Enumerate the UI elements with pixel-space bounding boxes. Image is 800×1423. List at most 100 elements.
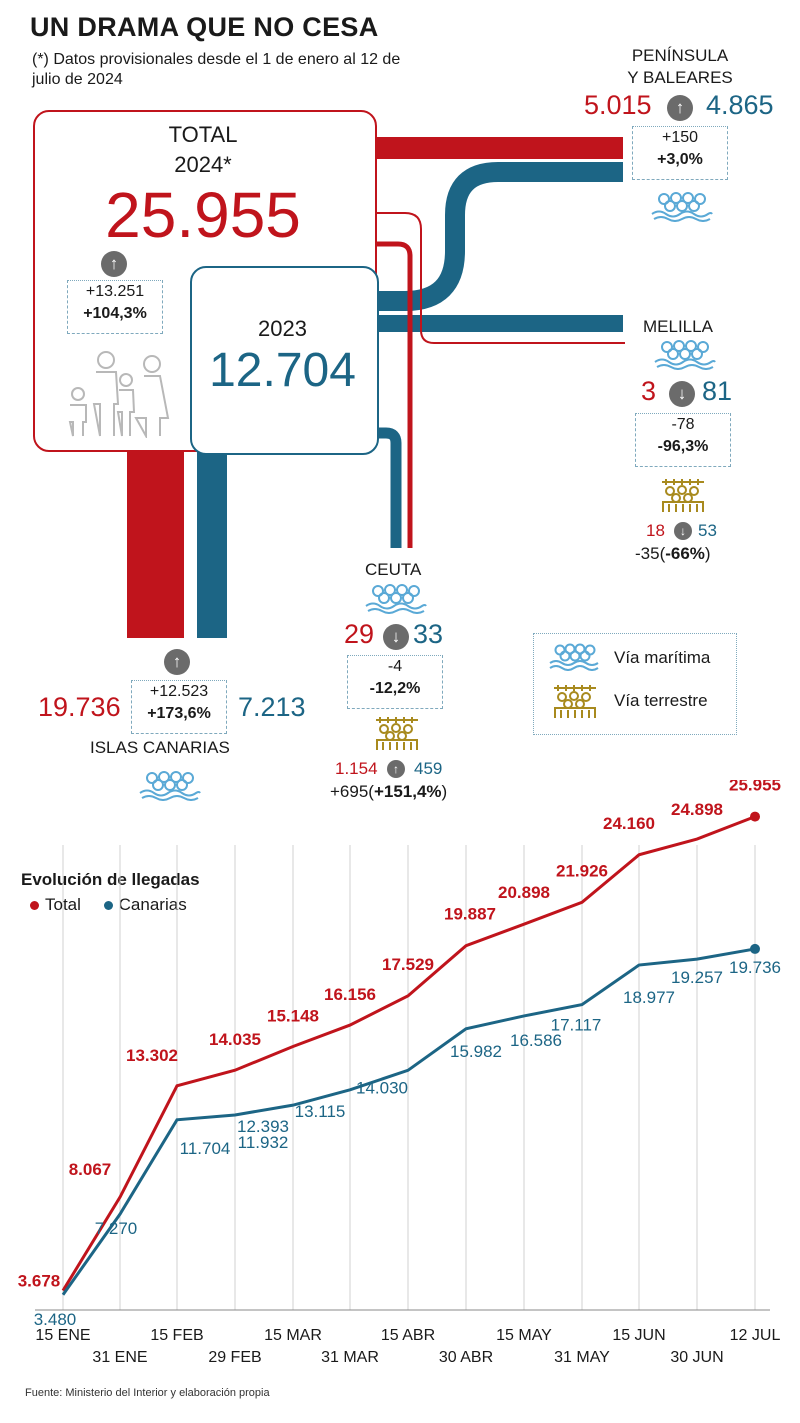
canarias-pct: +173,6% — [147, 705, 211, 722]
peninsula-2024-value: 5.015 — [584, 90, 652, 120]
x-tick-label: 30 JUN — [670, 1349, 723, 1366]
total-data-label: 8.067 — [69, 1160, 112, 1179]
ceuta-2023-band — [375, 427, 402, 548]
page-title: UN DRAMA QUE NO CESA — [30, 12, 379, 42]
peninsula-2023-band — [375, 162, 623, 311]
x-tick-label: 15 MAR — [264, 1327, 322, 1344]
peninsula-diff: +150 — [661, 129, 699, 146]
melilla-land-change: -35(-66%) — [635, 544, 711, 564]
arrow-down-icon: ↓ — [383, 624, 409, 650]
melilla-change-box: -78 -96,3% — [635, 413, 731, 467]
canarias-data-label: 17.117 — [551, 1016, 602, 1035]
x-tick-label: 31 ENE — [92, 1349, 147, 1366]
legend-canarias-marker — [103, 901, 113, 910]
canarias-end-point — [750, 943, 760, 954]
maritime-route-icon — [651, 192, 713, 222]
arrow-up-icon: ↑ — [164, 649, 190, 675]
maritime-route-icon — [139, 771, 201, 801]
total-2023-box — [190, 266, 379, 455]
x-tick-label: 30 ABR — [439, 1349, 493, 1366]
maritime-route-icon — [549, 643, 599, 671]
melilla-2024-value: 3 — [641, 376, 657, 406]
canarias-line — [61, 947, 756, 1296]
land-route-icon — [554, 685, 596, 718]
arrow-down-icon: ↓ — [669, 381, 695, 407]
canarias-data-label: 16.586 — [510, 1031, 562, 1050]
canarias-data-label: 11.704 — [180, 1139, 231, 1158]
total-data-label: 24.160 — [603, 814, 655, 833]
ceuta-land-pct: +151,4% — [373, 782, 442, 801]
melilla-name: MELILLA — [643, 317, 713, 336]
canarias-data-label: 14.030 — [356, 1078, 408, 1097]
canarias-data-label: 12.393 — [237, 1117, 289, 1136]
canarias-diff: +12.523 — [149, 683, 209, 700]
legend-land-label: Vía terrestre — [614, 691, 708, 710]
land-route-icon — [662, 479, 704, 512]
ceuta-land-2023: 459 — [414, 759, 443, 778]
peninsula-pct: +3,0% — [657, 151, 703, 168]
total-data-label: 13.302 — [126, 1046, 178, 1065]
canarias-data-label: 13.115 — [295, 1102, 346, 1121]
ceuta-diff: -4 — [387, 658, 403, 675]
canarias-data-label: 3.480 — [34, 1310, 77, 1329]
legend-canarias-label: Canarias — [118, 895, 187, 914]
ceuta-change-box: -4 -12,2% — [347, 655, 443, 709]
melilla-2023-value: 81 — [702, 376, 733, 406]
legend-maritime-label: Vía marítima — [614, 648, 711, 667]
total-data-label: 20.898 — [498, 883, 550, 902]
canarias-data-label: 19.257 — [671, 968, 723, 987]
x-tick-label: 12 JUL — [730, 1327, 781, 1344]
canarias-data-label: 19.736 — [729, 958, 781, 977]
total-data-label: 19.887 — [444, 905, 496, 924]
arrow-down-icon: ↓ — [674, 522, 692, 540]
total-pct: +104,3% — [83, 305, 147, 322]
ceuta-pct: -12,2% — [369, 680, 421, 697]
arrow-up-icon: ↑ — [101, 251, 127, 277]
melilla-land-2024: 18 — [646, 521, 665, 540]
melilla-diff: -78 — [671, 416, 695, 433]
land-route-icon — [376, 717, 418, 750]
melilla-2024-line — [373, 212, 625, 344]
melilla-2023-band — [375, 315, 623, 332]
total-data-label: 16.156 — [324, 985, 376, 1004]
total-line — [61, 815, 756, 1292]
x-tick-label: 15 JUN — [612, 1327, 665, 1344]
ceuta-land-close: ) — [441, 782, 448, 801]
x-tick-label: 15 FEB — [150, 1327, 203, 1344]
ceuta-2024-line — [373, 241, 413, 548]
canarias-data-label: 15.982 — [450, 1042, 502, 1061]
ceuta-land-2024: 1.154 — [335, 759, 378, 778]
total-data-label: 17.529 — [382, 955, 434, 974]
x-tick-label: 15 ABR — [381, 1327, 435, 1344]
canarias-2023-band — [197, 448, 227, 638]
canarias-2023-value: 7.213 — [238, 692, 306, 722]
canarias-data-label: 11.932 — [238, 1133, 289, 1152]
total-data-label: 3.678 — [18, 1272, 61, 1291]
peninsula-name-line2: Y BALEARES — [627, 68, 733, 87]
peninsula-2023-value: 4.865 — [706, 90, 774, 120]
arrow-up-icon: ↑ — [387, 760, 405, 778]
total-data-label: 14.035 — [209, 1030, 261, 1049]
peninsula-name-line1: PENÍNSULA — [631, 46, 729, 65]
canarias-2024-value: 19.736 — [38, 692, 121, 722]
peninsula-2024-band — [373, 137, 623, 159]
x-tick-label: 31 MAY — [554, 1349, 610, 1366]
melilla-land-close: ) — [704, 544, 711, 563]
total-data-label: 15.148 — [267, 1007, 319, 1026]
ceuta-land-diff: +695( — [330, 782, 374, 801]
legend-total-marker — [30, 901, 39, 910]
ceuta-2023-value: 33 — [413, 619, 444, 649]
melilla-land-pct: -66% — [665, 544, 705, 563]
total-change-box: +13.251 +104,3% — [67, 280, 163, 334]
page-subtitle: (*) Datos provisionales desde el 1 de en… — [32, 51, 401, 88]
x-tick-label: 29 FEB — [208, 1349, 261, 1366]
total-data-label: 25.955 — [729, 780, 781, 795]
canarias-2024-band — [127, 448, 184, 638]
total-data-label: 21.926 — [556, 861, 608, 880]
peninsula-change-box: +150 +3,0% — [632, 126, 728, 180]
source-note: Fuente: Ministerio del Interior y elabor… — [25, 1387, 270, 1399]
total-2024-value: 25.955 — [105, 179, 301, 251]
maritime-route-icon — [365, 584, 427, 614]
canarias-data-label: 18.977 — [623, 988, 675, 1007]
